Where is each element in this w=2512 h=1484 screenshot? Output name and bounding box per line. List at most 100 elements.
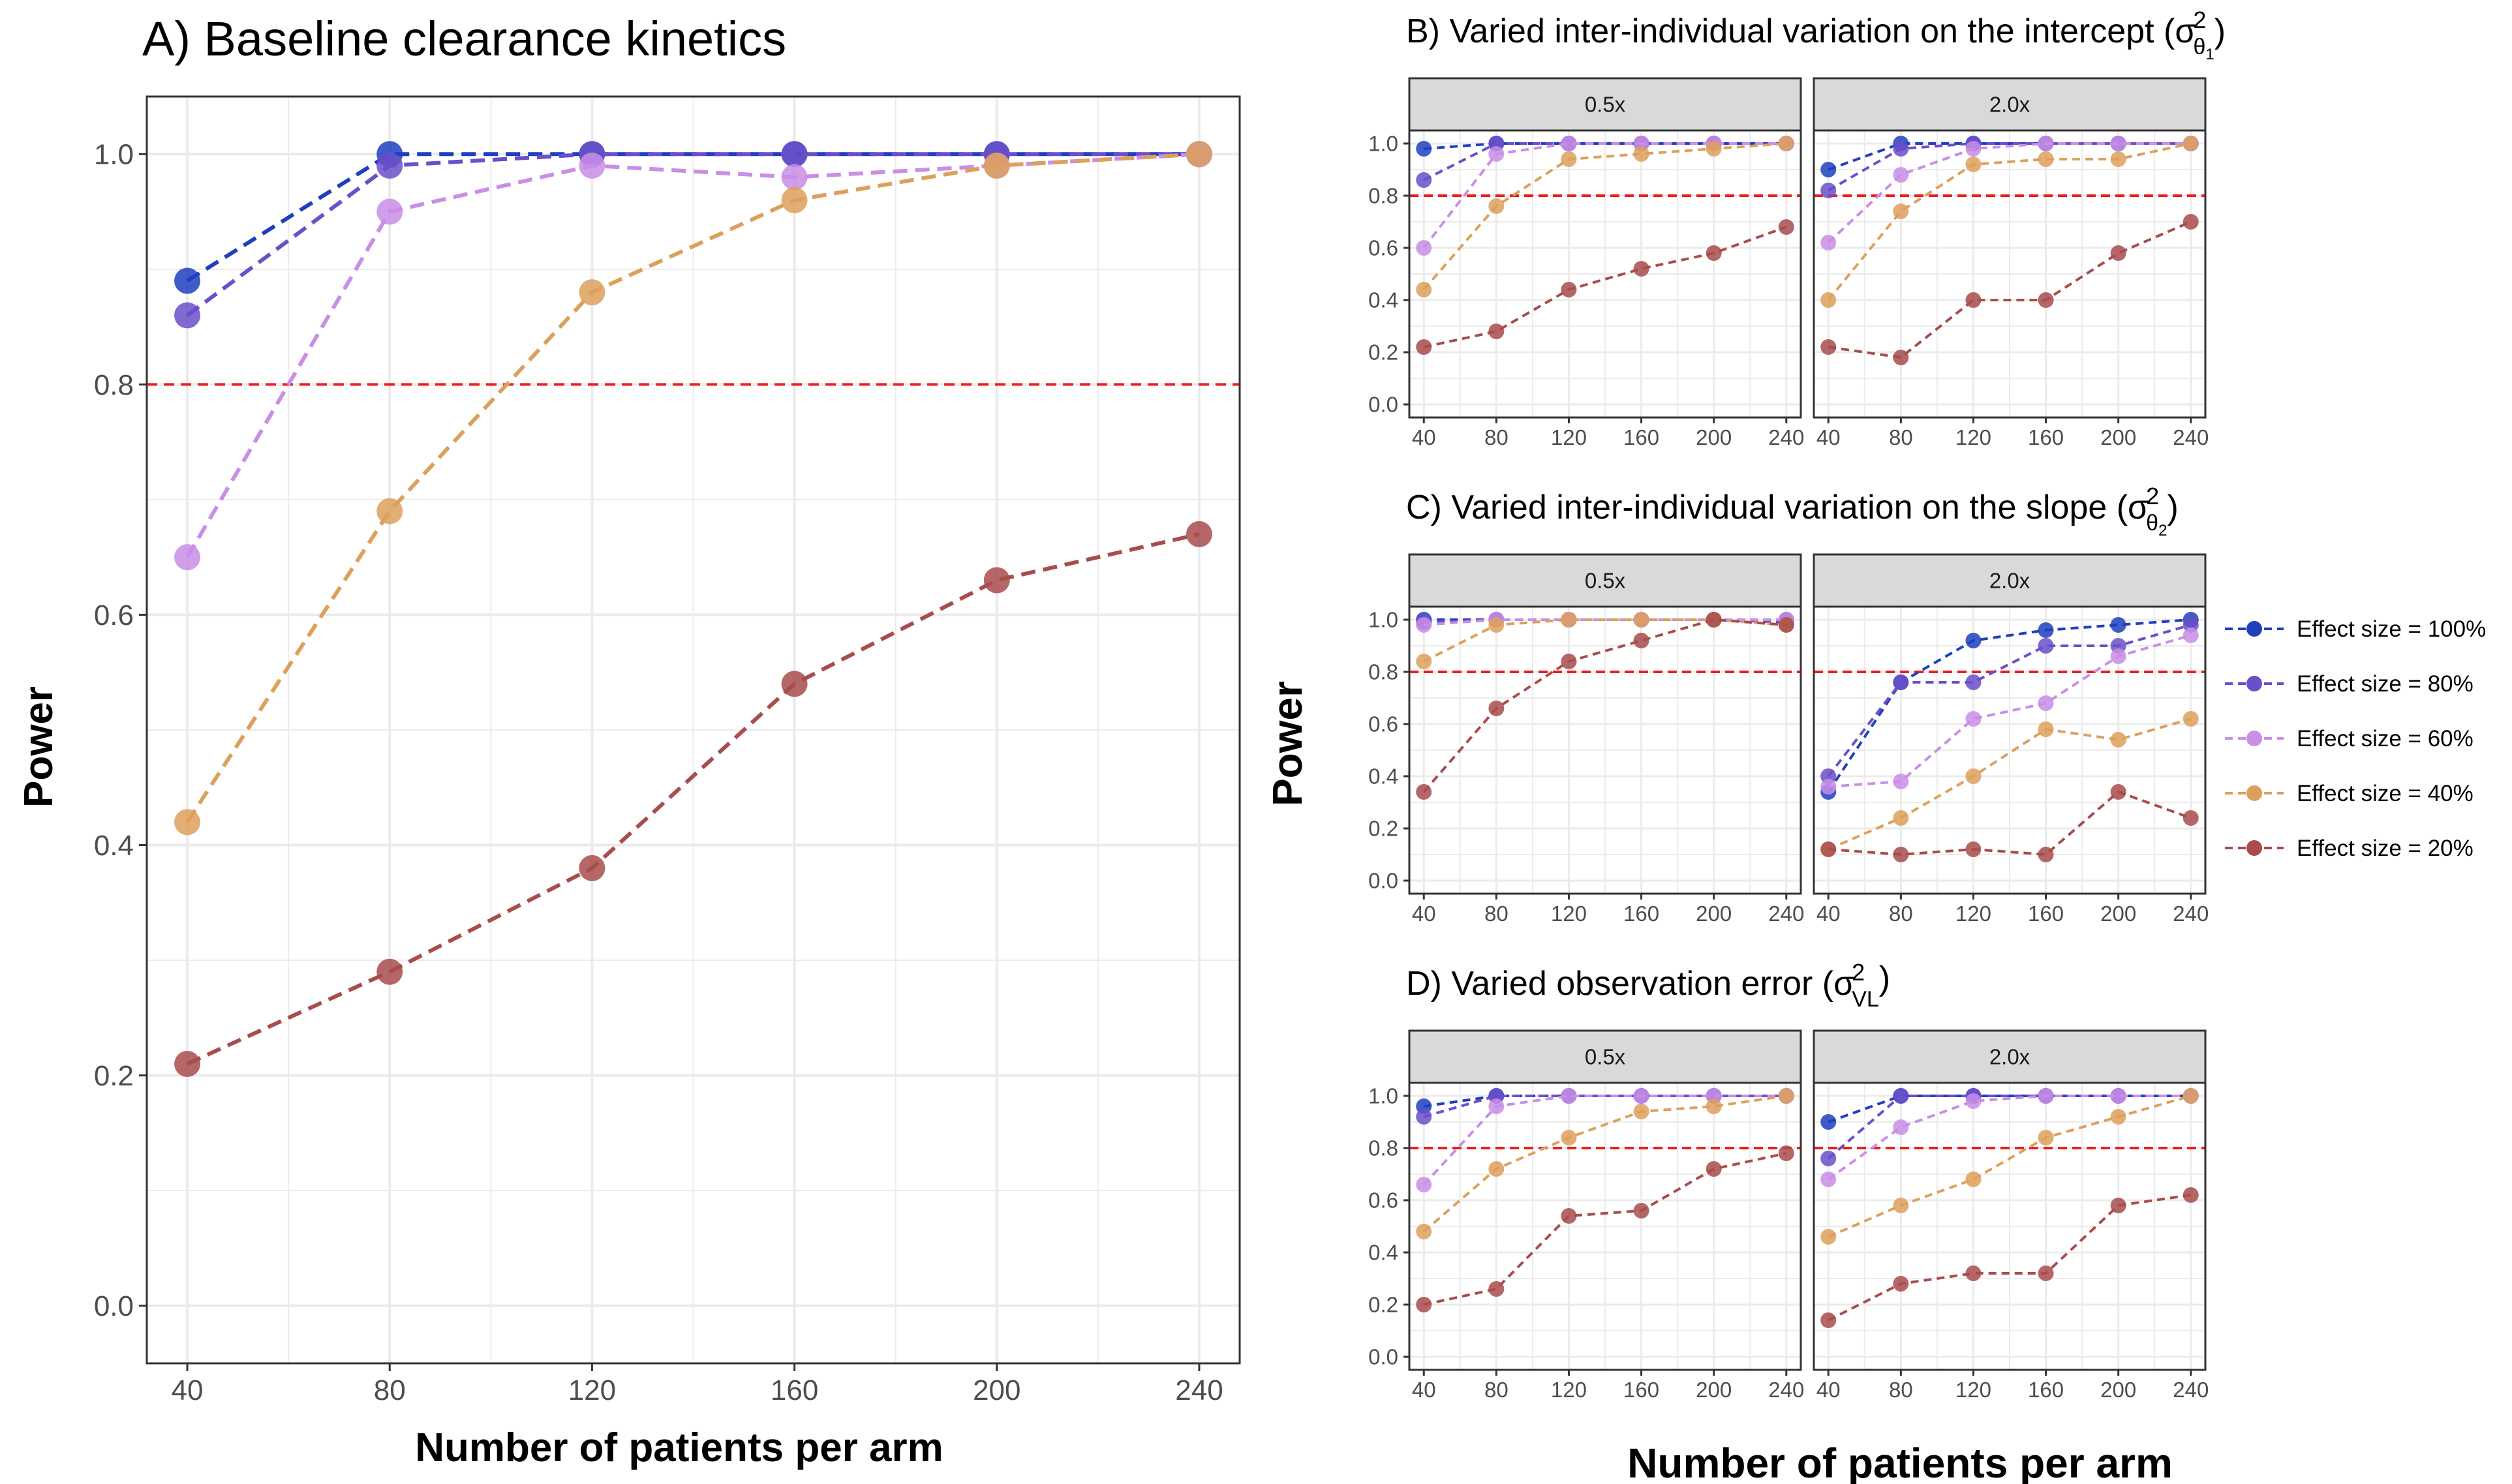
panel-b-facet-2-series-es20-point — [1965, 292, 1982, 308]
panel-c-plot-area: 40 80 120 160 200 2400.00.20.40.60.81.00.5x40… — [1368, 553, 2209, 926]
legend-label: Effect size = 40% — [2297, 781, 2474, 806]
panel-d-facet-1-series-es20-point — [1488, 1281, 1505, 1297]
panel-c-facet-1-series-es20-point — [1778, 617, 1794, 633]
panel-b-facet-2-series-es60-point — [1965, 141, 1982, 157]
panel-b-facet-1-x-tick-label: 240 — [1768, 425, 1804, 449]
panel-b-facet-1-series-es20-line — [1423, 226, 1787, 348]
panel-d-facet-1-x-tick-label: 120 — [1551, 1378, 1587, 1402]
panel-d-facet-1-series-es40-point — [1706, 1098, 1722, 1114]
panel-b-facet-1-series-es20-point — [1416, 339, 1432, 355]
panel-b-intercept-variation: B) Varied inter-individual variation on … — [1368, 7, 2226, 449]
panel-b-facet-2-x-tick-label: 40 — [1816, 425, 1841, 449]
panel-b-facet-2-x-tick-label: 240 — [2173, 425, 2209, 449]
panel-b-facet-1-x-tick-label: 80 — [1484, 425, 1509, 449]
panel-a-x-tick-label: 40 — [172, 1374, 204, 1406]
panel-d-facet-2-series-es40-point — [1965, 1172, 1982, 1187]
panel-c-facet-1-strip-label: 0.5x — [1585, 569, 1626, 593]
panel-d-title-end: ) — [1879, 960, 1890, 997]
panel-a-series-es20-point — [579, 855, 605, 881]
panel-a-y-tick-label: 0.2 — [94, 1060, 134, 1092]
panel-b-facet-2-strip-label: 2.0x — [1989, 93, 2030, 117]
panel-b-facet-1-series-es20-point — [1706, 245, 1722, 261]
panel-b-facet-1-y-tick-label: 0.8 — [1368, 184, 1398, 208]
panel-b-facet-2-series-es60-point — [2038, 136, 2054, 151]
panel-c-facet-2-x-tick-label: 80 — [1889, 901, 1913, 926]
panel-c-facet-1-series-es40-line — [1423, 618, 1786, 663]
panel-a-series-es100-point — [174, 267, 201, 294]
panel-d-facet-1-series-es60-point — [1561, 1088, 1577, 1104]
panel-d-facet-2-series-es60-point — [2110, 1088, 2126, 1104]
panel-b-facet-1-series-es20-point — [1561, 282, 1577, 297]
panel-d-facet-2-series-es20-point — [2183, 1187, 2199, 1203]
panel-c-facet-2-series-es20-point — [1893, 847, 1909, 862]
panel-a-series-es80-line — [186, 152, 1199, 317]
right-panels-y-axis-title: Power — [1264, 681, 1311, 806]
panel-c-facet-1-x-tick-label: 80 — [1484, 901, 1509, 926]
panel-a-y-tick-label: 0.4 — [94, 830, 134, 862]
panel-d-facet-1-y-tick-label: 0.2 — [1368, 1293, 1398, 1317]
panel-c-facet-2-series-es20-point — [1820, 841, 1837, 857]
panel-b-facet-1-series-es20-point — [1778, 219, 1794, 235]
panel-d-facet-1-series-es40-point — [1416, 1224, 1432, 1239]
panel-a-series-es60-point — [376, 198, 403, 225]
panel-d-facet-1-series-es60-line — [1422, 1095, 1786, 1186]
panel-d-facet-1-series-es20-point — [1416, 1297, 1432, 1312]
panel-c-slope-variation: C) Varied inter-individual variation on … — [1368, 483, 2209, 926]
panel-c-facet-1-x-tick-label: 200 — [1696, 901, 1732, 926]
panel-c-facet-2-series-es80-point — [1893, 674, 1909, 690]
panel-b-facet-2-series-es60-point — [1820, 235, 1837, 250]
panel-d-facet-1-series-es20-point — [1561, 1208, 1577, 1224]
panel-d-facet-1-y-tick-label: 0.0 — [1368, 1345, 1398, 1369]
panel-b-facet-2-series-es20-point — [2183, 214, 2199, 230]
panel-b-facet-1: 40 80 120 160 200 240 0.0 0.2 0.4 0.6 0.8 1.0 0.5x — [1368, 77, 1804, 449]
panel-d-facet-2-series-es40-point — [2110, 1109, 2126, 1125]
panel-b-facet-1-series-es100-point — [1416, 141, 1432, 157]
panel-b-facet-1-strip — [1408, 77, 1802, 132]
panel-a-x-tick-label: 80 — [374, 1374, 406, 1406]
panel-b-facet-1-series-es20-point — [1633, 261, 1649, 277]
panel-b-facet-1-series-es40-point — [1778, 136, 1794, 151]
panel-a-series-es20-point — [781, 671, 808, 697]
panel-b-title-subsub: 1 — [2205, 46, 2214, 63]
panel-c-facet-2-series-es20-point — [2110, 784, 2126, 800]
panel-c-facet-1-y-tick-label: 0.0 — [1368, 869, 1398, 893]
panel-d-facet-1-series-es60-point — [1633, 1088, 1649, 1104]
panel-a-title: A) Baseline clearance kinetics — [142, 12, 786, 66]
panel-a-series-es80-point — [174, 302, 201, 329]
panel-c-facet-1-y-tick-label: 0.6 — [1368, 712, 1398, 736]
panel-a-y-tick-label: 0.0 — [94, 1290, 134, 1322]
panel-d-facet-2-series-es100-line — [1828, 1095, 2191, 1123]
panel-a-series-es40-point — [579, 279, 605, 306]
panel-c-facet-1-x-tick-label: 240 — [1768, 901, 1804, 926]
panel-c-facet-1-y-tick-label: 1.0 — [1368, 608, 1398, 632]
panel-b-facet-2-series-es60-point — [2110, 136, 2126, 151]
panel-b-title-end: ) — [2214, 12, 2226, 50]
panel-c-facet-1-x-tick-label: 40 — [1412, 901, 1436, 926]
panel-c-title-sub: θ — [2146, 511, 2158, 536]
panel-a-x-tick-label: 240 — [1175, 1374, 1223, 1406]
panel-d-facet-1-x-tick-label: 240 — [1768, 1378, 1804, 1402]
panel-c-title-sigma: σ — [2128, 489, 2149, 526]
panel-c-facet-2-series-es100-point — [2038, 622, 2054, 638]
panel-c-facet-2-series-es60-point — [2038, 695, 2054, 711]
panel-b-title-sigma: σ — [2175, 12, 2196, 50]
panel-d-facet-1-y-tick-label: 1.0 — [1368, 1084, 1398, 1108]
panel-b-facet-2-series-es40-point — [2183, 136, 2199, 151]
panel-a-border — [146, 95, 1241, 1365]
panel-b-facet-1-series-es20-point — [1488, 324, 1505, 339]
panel-c-facet-2-series-es20-point — [2183, 810, 2199, 826]
panel-d-facet-1-series-es20-point — [1633, 1203, 1649, 1219]
panel-a-series-es80-point — [376, 152, 403, 179]
panel-a-series-es60-point — [579, 152, 605, 179]
panel-d-facet-1-series-es80-point — [1416, 1109, 1432, 1125]
panel-c-facet-2-series-es20-line — [1828, 790, 2192, 856]
panel-d-facet-2-series-es80-line — [1827, 1095, 2191, 1160]
panel-a-series-es40-point — [1186, 141, 1212, 168]
panel-d-facet-2-x-tick-label: 240 — [2173, 1378, 2209, 1402]
panel-d-facet-2-series-es60-line — [1828, 1095, 2191, 1181]
panel-b-title: B) Varied inter-individual variation on … — [1406, 7, 2226, 63]
panel-c-facet-1-series-es40-point — [1633, 612, 1649, 628]
panel-a-x-tick-label: 200 — [973, 1374, 1020, 1406]
panel-b-facet-1-y-tick-label: 1.0 — [1368, 132, 1398, 156]
